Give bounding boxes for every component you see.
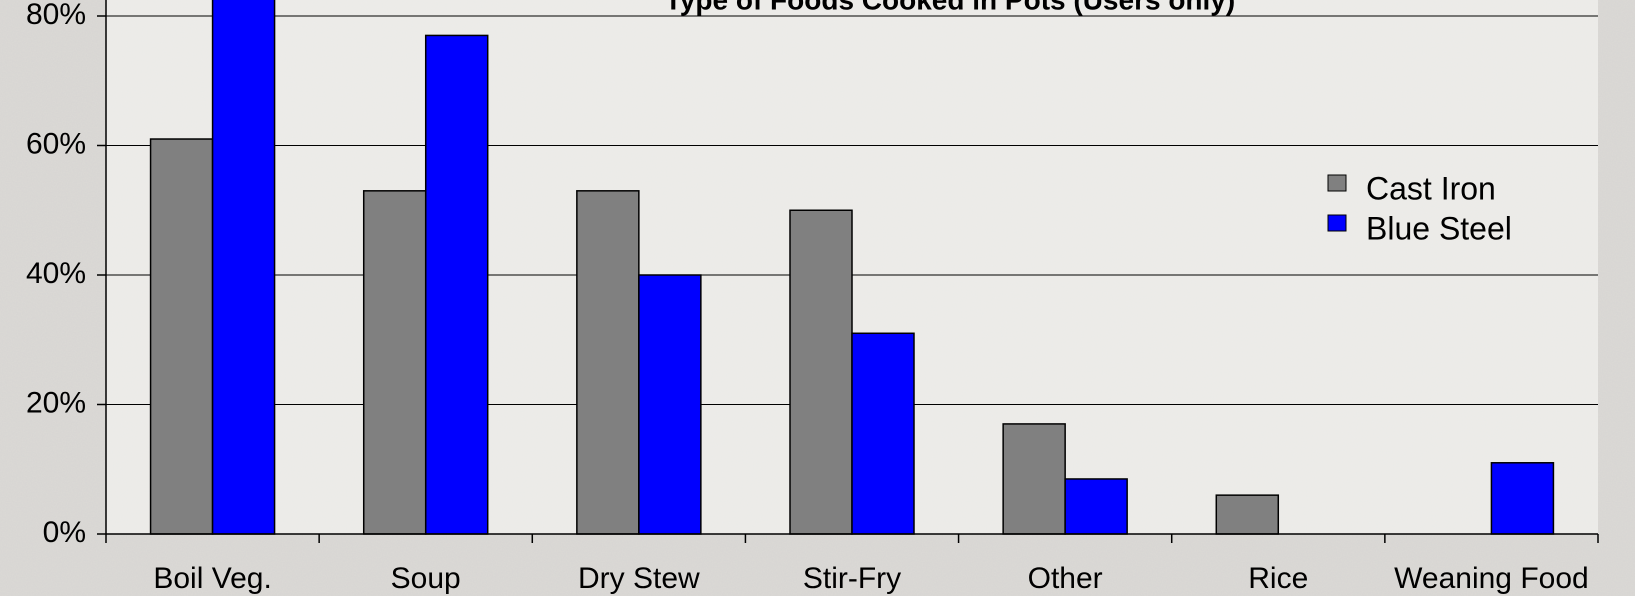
x-tick-label: Stir-Fry: [803, 562, 901, 595]
bar: [424, 34, 489, 535]
y-tick-label: 80%: [26, 0, 86, 31]
chart-title: Type of Foods Cooked in Pots (Users only…: [665, 0, 1235, 15]
y-tick-label: 20%: [26, 386, 86, 419]
bar: [211, 0, 276, 535]
bar: [576, 190, 640, 535]
legend-label: Cast Iron: [1366, 170, 1496, 206]
bar: [362, 190, 427, 535]
bar: [1002, 423, 1066, 535]
bar: [149, 138, 214, 535]
x-tick-label: Boil Veg.: [153, 562, 271, 595]
y-tick-label: 60%: [26, 127, 86, 160]
legend-label: Blue Steel: [1366, 210, 1512, 246]
bar: [1215, 494, 1280, 535]
x-tick-label: Soup: [391, 562, 461, 595]
x-tick-label: Other: [1028, 562, 1103, 595]
bar: [1064, 478, 1128, 535]
bar: [1490, 462, 1555, 535]
x-tick-label: Weaning Food: [1394, 562, 1589, 595]
y-tick-label: 0%: [43, 516, 86, 549]
bar: [638, 274, 702, 535]
legend-swatch: [1327, 174, 1347, 192]
bar: [789, 209, 853, 535]
bar: [851, 332, 915, 535]
y-tick-label: 40%: [26, 257, 86, 290]
x-tick-label: Dry Stew: [578, 562, 700, 595]
x-tick-label: Rice: [1248, 562, 1308, 595]
legend-swatch: [1327, 214, 1347, 232]
